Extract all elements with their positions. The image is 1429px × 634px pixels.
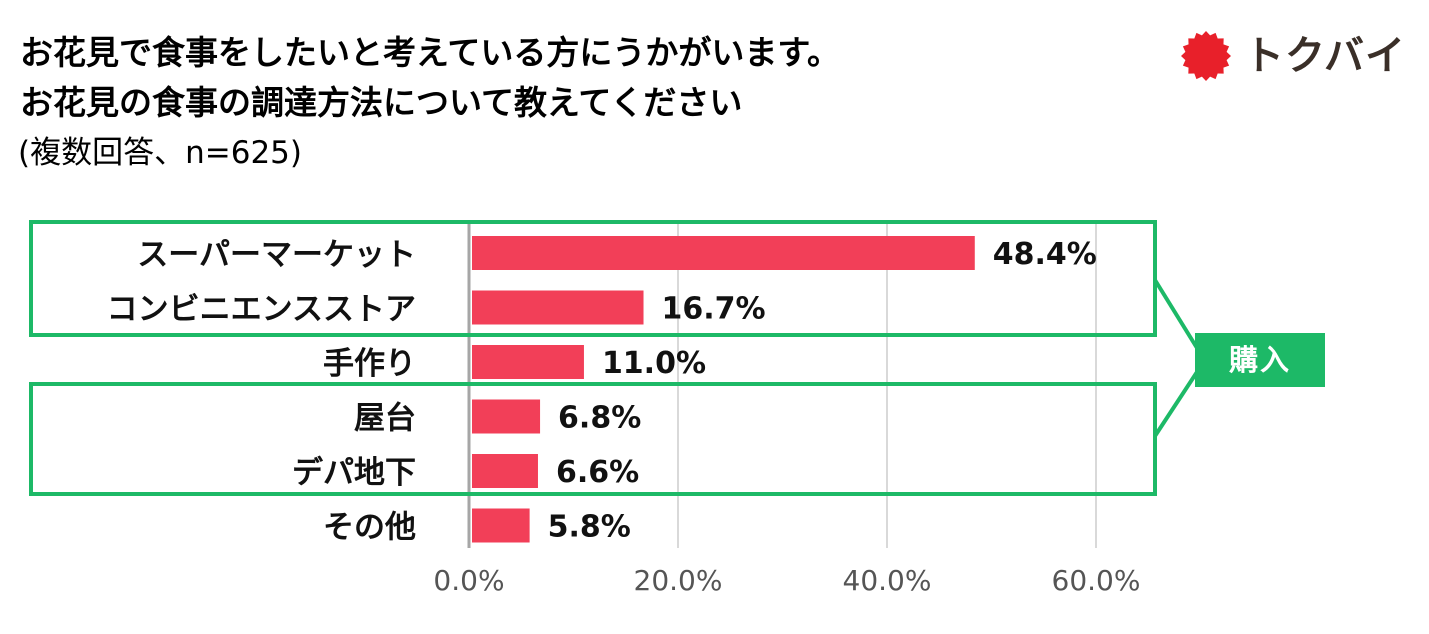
x-tick-label: 60.0%	[1052, 564, 1141, 597]
value-label: 16.7%	[662, 292, 766, 327]
bar	[472, 454, 538, 488]
purchase-connector-bottom	[1153, 370, 1199, 438]
purchase-badge: 購入	[1195, 333, 1325, 387]
chart-title-line-1: お花見で食事をしたいと考えている方にうかがいます。	[20, 33, 841, 72]
chart-subtitle: (複数回答、n=625)	[18, 135, 302, 171]
value-label: 5.8%	[548, 510, 631, 545]
bars	[472, 236, 975, 543]
sun-burst-icon	[1181, 31, 1231, 81]
category-label: 屋台	[354, 401, 416, 437]
tokubai-logo: トクバイ	[1180, 28, 1405, 84]
category-label: 手作り	[323, 346, 416, 382]
category-label: コンビニエンスストア	[107, 292, 416, 328]
purchase-connector-top	[1153, 278, 1199, 350]
value-label: 11.0%	[602, 346, 706, 381]
purchase-group-box-bottom	[29, 382, 1157, 496]
value-label: 6.6%	[556, 455, 639, 490]
value-label: 48.4%	[993, 237, 1097, 272]
chart-title: お花見で食事をしたいと考えている方にうかがいます。 お花見の食事の調達方法につい…	[20, 28, 1140, 128]
bar	[472, 345, 584, 379]
bar	[472, 290, 644, 325]
bar	[472, 236, 975, 270]
bar	[472, 399, 541, 434]
x-tick-label: 40.0%	[843, 564, 932, 597]
bar	[472, 508, 530, 543]
x-axis-tick-labels: 0.0% 20.0% 40.0% 60.0%	[433, 564, 1140, 597]
x-tick-label: 20.0%	[634, 564, 723, 597]
category-label: スーパーマーケット	[137, 237, 416, 273]
category-label: その他	[323, 510, 416, 546]
value-label: 6.8%	[558, 401, 641, 436]
logo-text: トクバイ	[1244, 33, 1406, 79]
category-label: デパ地下	[292, 455, 416, 491]
purchase-annotation-frames	[29, 220, 1199, 496]
x-tick-label: 0.0%	[433, 564, 504, 597]
purchase-group-box-top	[29, 220, 1157, 337]
chart-title-line-2: お花見の食事の調達方法について教えてください	[20, 83, 743, 122]
value-labels: 48.4% 16.7% 11.0% 6.8% 6.6% 5.8%	[548, 237, 1097, 545]
